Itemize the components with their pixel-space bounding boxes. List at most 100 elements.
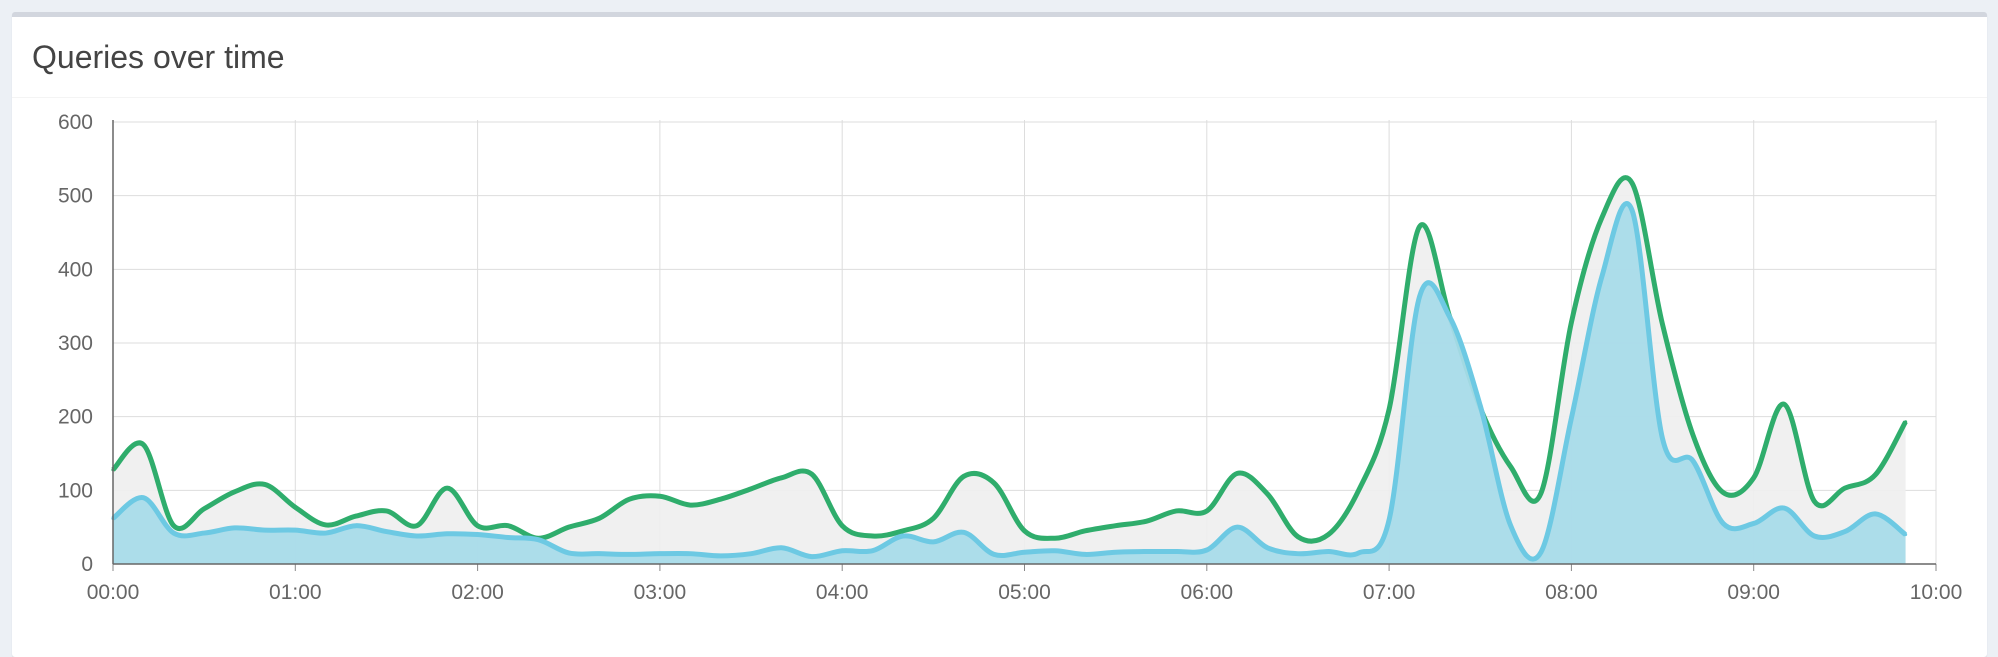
- series-0-point: [1265, 492, 1270, 496]
- series-1-point: [141, 496, 146, 500]
- series-1-point: [384, 529, 389, 534]
- series-0-point: [992, 481, 996, 485]
- x-tick-label: 07:00: [1363, 581, 1416, 604]
- series-1-point: [324, 531, 328, 535]
- series-0-point: [324, 523, 328, 527]
- x-tick-label: 02:00: [451, 581, 504, 604]
- series-1-point: [1903, 532, 1908, 537]
- series-1-point: [1114, 550, 1118, 554]
- series-1-point: [901, 534, 905, 538]
- series-1-point: [931, 540, 935, 544]
- series-1-point: [688, 552, 692, 556]
- panel-title: Queries over time: [32, 38, 285, 75]
- series-0-point: [263, 482, 267, 487]
- series-0-point: [627, 497, 632, 501]
- series-1-point: [506, 535, 510, 540]
- series-0-point: [1539, 491, 1543, 495]
- series-1-point: [1509, 524, 1513, 528]
- series-1-point: [1630, 208, 1634, 212]
- y-tick-label: 200: [58, 406, 93, 429]
- series-0-point: [232, 490, 237, 494]
- series-1-point: [1387, 518, 1391, 522]
- series-0-point: [506, 524, 510, 528]
- series-0-point: [658, 494, 662, 498]
- series-1-point: [627, 552, 632, 557]
- series-1-point: [1417, 294, 1422, 299]
- series-1-point: [1752, 521, 1756, 526]
- series-0-point: [1752, 476, 1756, 480]
- series-0-point: [1843, 486, 1847, 490]
- series-0-point: [1782, 402, 1786, 406]
- series-0-point: [931, 516, 935, 520]
- series-1-point: [1265, 546, 1270, 550]
- series-1-point: [476, 532, 480, 537]
- series-1-point: [1357, 551, 1361, 555]
- x-tick-label: 09:00: [1727, 581, 1780, 604]
- series-0-point: [1721, 490, 1725, 495]
- series-1-point: [232, 526, 237, 530]
- series-0-point: [1053, 536, 1057, 540]
- series-1-point: [749, 552, 753, 556]
- series-1-point: [1600, 275, 1604, 279]
- series-0-point: [1387, 407, 1391, 411]
- series-0-point: [1235, 471, 1239, 475]
- series-0-point: [202, 507, 206, 511]
- series-0-point: [1812, 499, 1817, 503]
- series-0-point: [1417, 225, 1422, 229]
- series-0-point: [1691, 433, 1695, 437]
- series-1-point: [1205, 548, 1209, 552]
- series-0-point: [871, 534, 875, 538]
- series-0-point: [1205, 509, 1209, 513]
- y-tick-label: 600: [58, 111, 93, 134]
- series-1-point: [1691, 459, 1695, 463]
- series-0-point: [779, 476, 784, 480]
- series-0-point: [1022, 529, 1027, 533]
- y-tick-label: 500: [58, 185, 93, 208]
- series-1-point: [1569, 416, 1573, 420]
- series-1-point: [1873, 512, 1877, 516]
- series-0-point: [141, 443, 146, 447]
- y-tick-label: 300: [58, 332, 93, 355]
- series-1-point: [202, 531, 206, 535]
- y-tick-label: 400: [58, 258, 93, 281]
- queries-chart: 0 100 200 300 400 500 600 00:00 01:00 02:00 03:00 0…: [58, 111, 1963, 604]
- series-1-point: [1083, 552, 1087, 557]
- series-0-point: [840, 524, 844, 528]
- series-1-point: [1539, 550, 1543, 554]
- series-0-point: [1144, 519, 1148, 523]
- series-0-point: [962, 474, 966, 478]
- series-0-point: [1600, 216, 1604, 220]
- series-1-point: [962, 530, 966, 534]
- series-1-line: [111, 201, 1908, 562]
- series-1-point: [1843, 529, 1847, 534]
- x-tick-label: 06:00: [1181, 581, 1234, 604]
- series-0-point: [597, 516, 601, 520]
- y-tick-label: 100: [58, 479, 93, 502]
- series-1-point: [354, 524, 358, 528]
- series-1-point: [1782, 506, 1786, 510]
- x-tick-label: 08:00: [1545, 581, 1598, 604]
- series-0-point: [1296, 535, 1300, 539]
- series-1-point: [567, 551, 571, 555]
- series-0-point: [719, 497, 723, 501]
- series-1-point: [172, 531, 176, 535]
- x-tick-label: 10:00: [1910, 581, 1963, 604]
- series-1-point: [1144, 549, 1148, 554]
- series-1-point: [1022, 550, 1027, 554]
- series-1-point: [293, 528, 297, 532]
- series-0-point: [1174, 509, 1178, 513]
- x-tick-label: 05:00: [998, 581, 1051, 604]
- x-tick-label: 01:00: [269, 581, 322, 604]
- series-0-point: [1114, 524, 1118, 528]
- series-0-point: [1569, 320, 1573, 324]
- series-1-point: [1235, 525, 1239, 529]
- series-1-area: [113, 203, 1906, 564]
- series-1-point: [415, 534, 419, 538]
- series-1-point: [1326, 549, 1330, 554]
- series-0-point: [749, 487, 753, 491]
- series-1-point: [779, 546, 784, 550]
- series-0-point: [688, 503, 692, 507]
- series-1-point: [1660, 437, 1665, 441]
- series-1-point: [1478, 404, 1482, 408]
- series-0-point: [1357, 488, 1361, 492]
